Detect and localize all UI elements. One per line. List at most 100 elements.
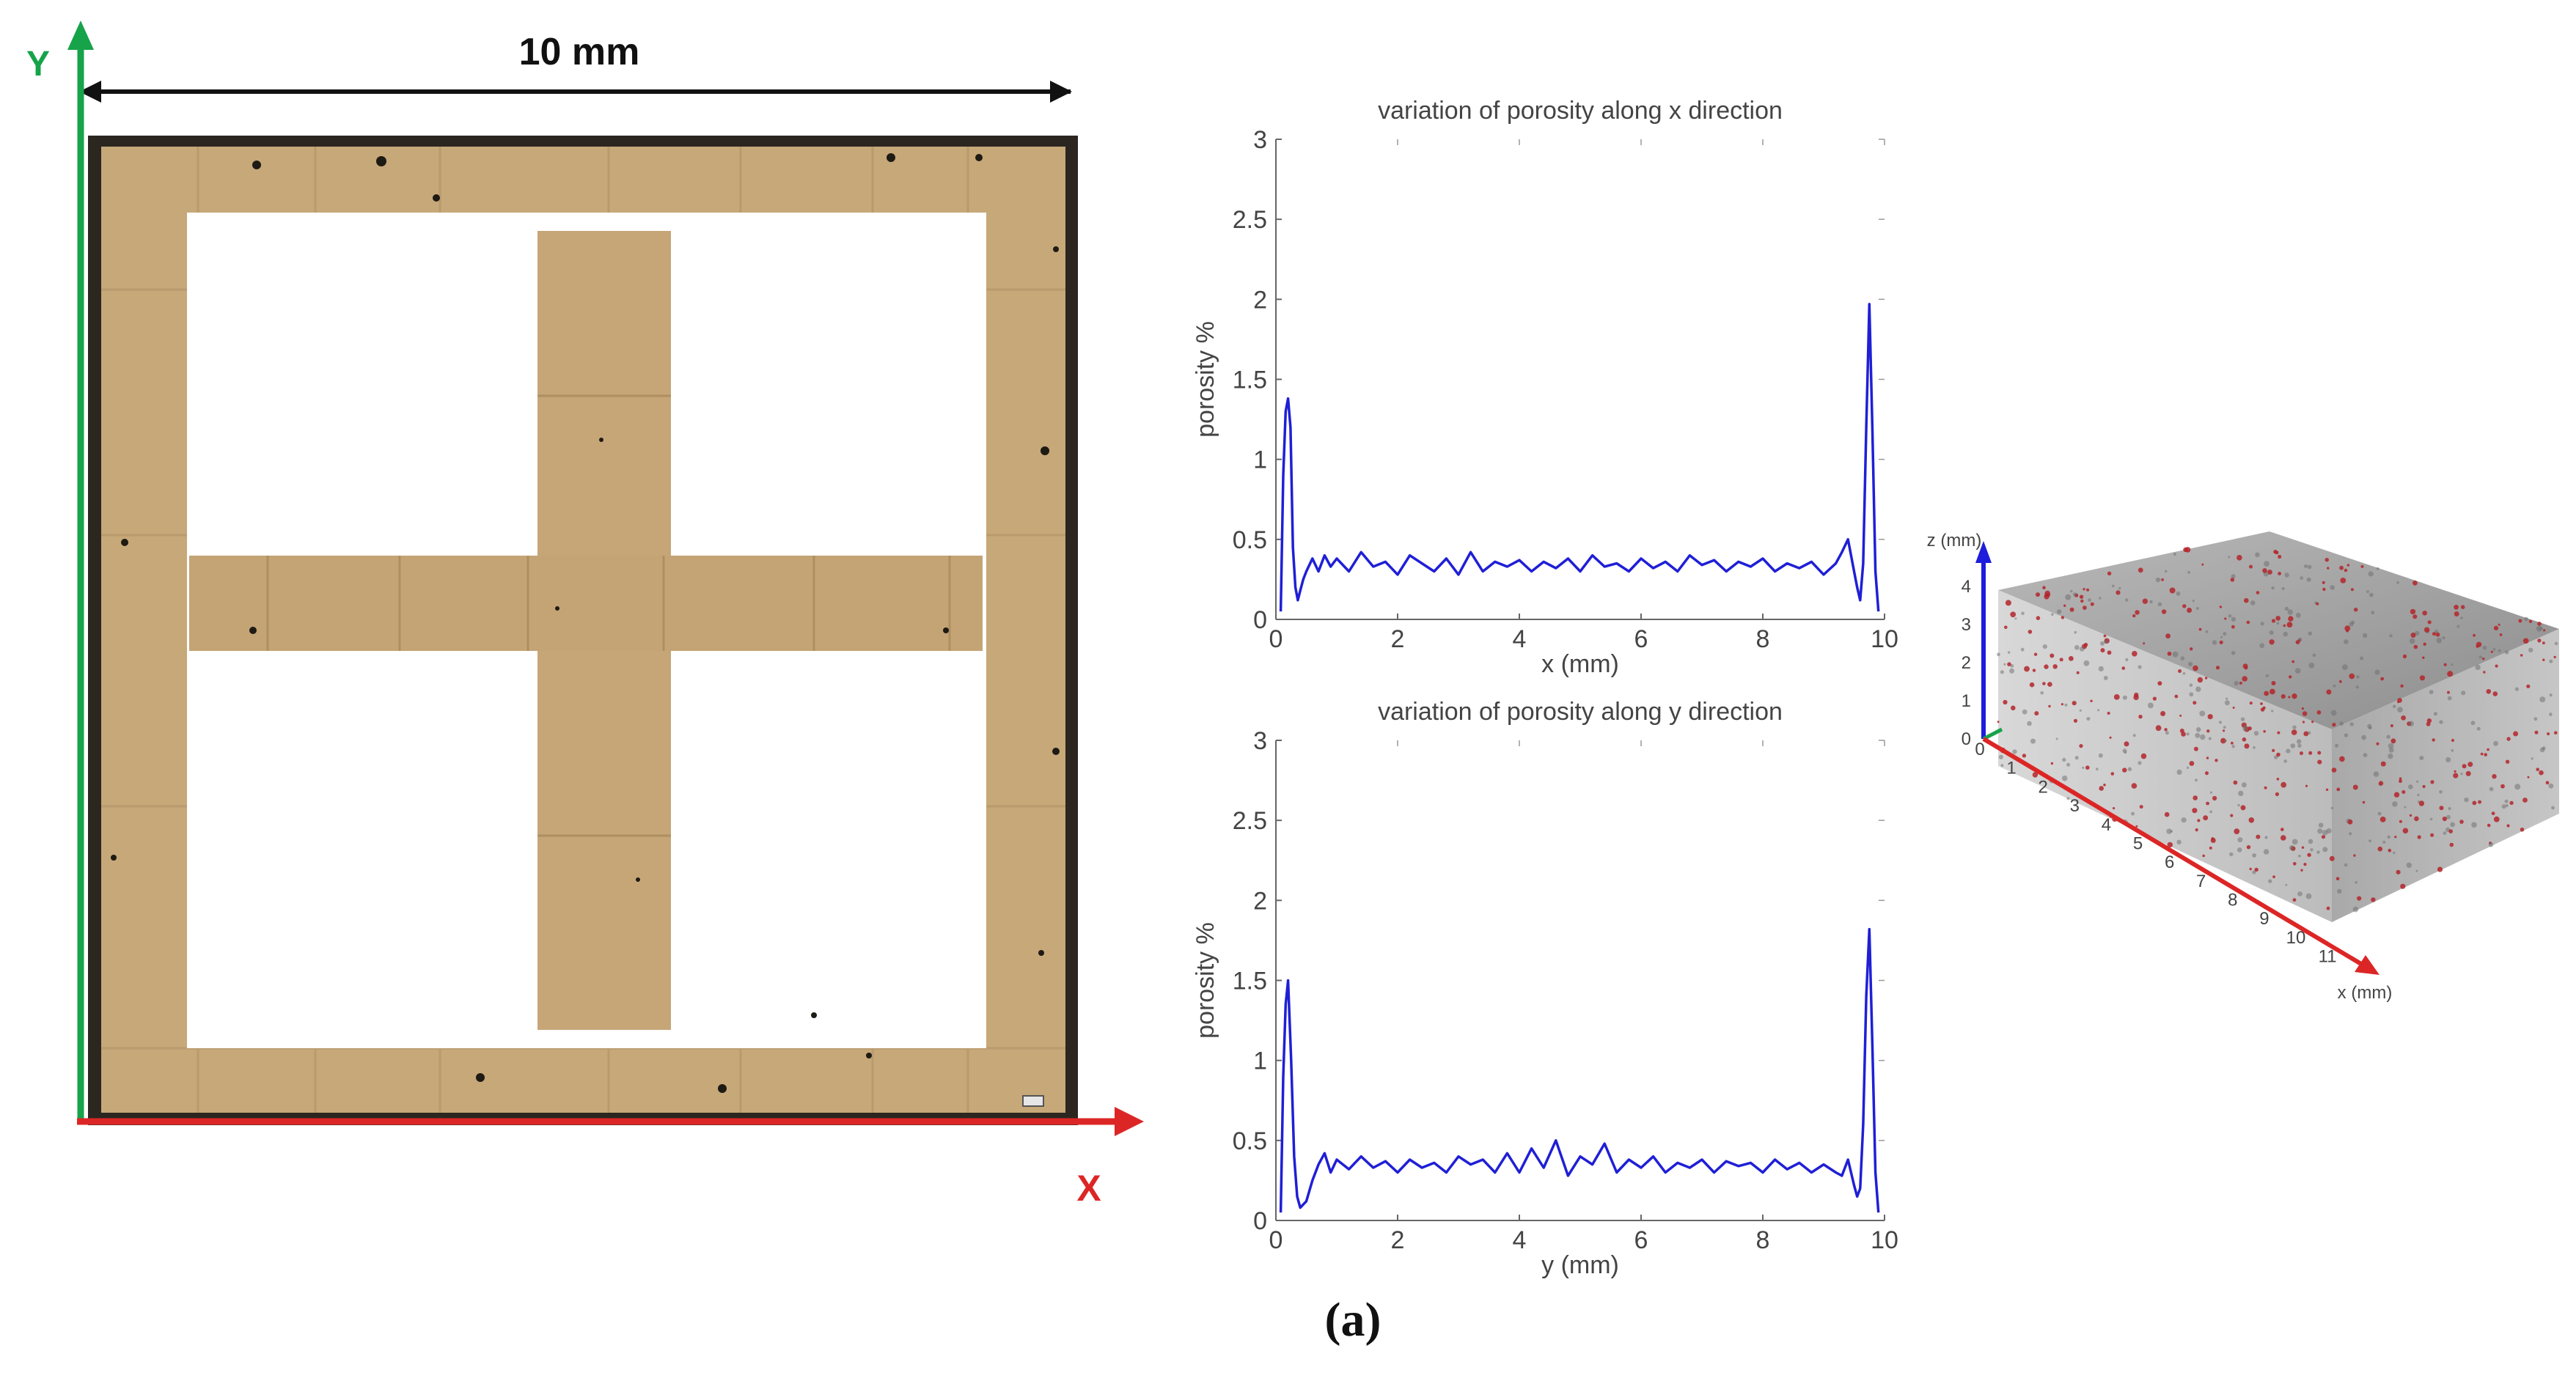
ct-pore-dot — [2240, 717, 2245, 721]
ct-pore-dot — [2506, 824, 2510, 828]
ct-pore-dot — [2349, 832, 2352, 836]
ct-pore-dot — [2048, 704, 2051, 708]
ct-pore-dot — [2242, 737, 2247, 742]
ct-x-tick-label: 10 — [2286, 928, 2306, 948]
ct-pore-dot — [2374, 669, 2380, 675]
ct-pore-dot — [2437, 866, 2443, 872]
ct-pore-dot — [2392, 801, 2398, 807]
ct-pore-dot — [2443, 663, 2447, 666]
ct-pore-dot — [2439, 806, 2444, 811]
ct-pore-dot — [2378, 781, 2384, 786]
ct-pore-dot — [2252, 870, 2256, 874]
dimension-arrowhead-right — [1050, 81, 1072, 103]
ct-pore-dot — [2297, 743, 2302, 748]
ct-pore-dot — [2316, 850, 2320, 854]
ct-pore-dot — [2244, 597, 2249, 603]
ct-pore-dot — [2076, 671, 2080, 674]
ct-pore-dot — [2416, 780, 2419, 783]
ct-pore-dot — [2551, 806, 2555, 810]
x-axis-label: X — [1076, 1168, 1101, 1209]
ct-pore-dot — [2333, 684, 2336, 688]
ct-pore-dot — [2132, 734, 2136, 737]
ct-pore-dot — [2478, 800, 2482, 804]
ct-pore-dot — [2250, 600, 2256, 605]
ct-z-tick-label: 1 — [1962, 691, 1971, 711]
ct-pore-dot — [2495, 664, 2498, 668]
ct-pore-dot — [2291, 729, 2297, 735]
ct-pore-dot — [2099, 786, 2104, 791]
ct-pore-dot — [2172, 651, 2179, 658]
ct-pore-dot — [2246, 845, 2251, 850]
ct-pore-dot — [2253, 746, 2256, 749]
ct-pore-dot — [2539, 770, 2544, 776]
ct-pore-dot — [2301, 846, 2305, 849]
ct-pore-dot — [2113, 694, 2120, 700]
ct-pore-dot — [2528, 619, 2533, 623]
ct-pore-dot — [2542, 658, 2545, 661]
ct-pore-dot — [2286, 748, 2291, 754]
ct-pore-dot — [2399, 777, 2402, 780]
ct-pore-dot — [2376, 742, 2379, 745]
ct-pore-dot — [2300, 869, 2303, 872]
ct-pore-dot — [2454, 605, 2459, 610]
ct-pore-dot — [2197, 819, 2201, 822]
ct-pore-dot — [2055, 737, 2058, 740]
ct-pore-dot — [2451, 749, 2454, 752]
ct-pore-dot — [2228, 614, 2232, 618]
ct-pore-dot — [2116, 590, 2121, 595]
ct-pore-dot — [2484, 753, 2487, 756]
ct-pore-dot — [2024, 666, 2030, 672]
ct-pore-dot — [2219, 721, 2222, 724]
ct-pore-dot — [2501, 804, 2506, 809]
ct-pore-dot — [2509, 800, 2514, 806]
ct-pore-dot — [2200, 734, 2206, 740]
ct-pore-dot — [2330, 806, 2334, 810]
ct-pore-dot — [2027, 721, 2032, 726]
ct-pore-dot — [2326, 828, 2332, 834]
ct-pore-dot — [2036, 592, 2040, 597]
ct-pore-dot — [2256, 834, 2261, 839]
ct-pore-dot — [2439, 790, 2443, 794]
ct-pore-dot — [2388, 753, 2393, 759]
ct-pore-dot — [2030, 738, 2036, 744]
ct-pore-dot — [2133, 694, 2139, 701]
ct-pore-dot — [2113, 807, 2116, 810]
ct-pore-dot — [2272, 875, 2276, 879]
ct-pore-dot — [2140, 753, 2147, 759]
ct-pore-dot — [2032, 669, 2036, 672]
ct-pore-dot — [2449, 842, 2454, 847]
ct-pore-dot — [2014, 617, 2017, 620]
ct-pore-dot — [2326, 906, 2330, 910]
ct-pore-dot — [2498, 649, 2501, 652]
y-tick-label: 0 — [1253, 606, 1267, 634]
ct-pore-dot — [2419, 675, 2426, 681]
ct-pore-dot — [2486, 689, 2492, 694]
x-tick-label: 0 — [1269, 1226, 1283, 1254]
ct-pore-dot — [2061, 776, 2068, 781]
ct-pore-dot — [2122, 695, 2127, 700]
ct-pore-dot — [2363, 753, 2368, 757]
ct-pore-dot — [2399, 779, 2402, 784]
ct-pore-dot — [2322, 587, 2326, 592]
ct-pore-dot — [2493, 816, 2500, 822]
ct-pore-dot — [2233, 780, 2238, 785]
ct-pore-dot — [2149, 600, 2153, 604]
chart-title: variation of porosity along y direction — [1378, 698, 1783, 726]
ct-pore-dot — [2344, 568, 2348, 572]
ct-pore-dot — [2492, 691, 2498, 696]
ct-z-tick-label: 0 — [1962, 729, 1971, 749]
ct-pore-dot — [2448, 829, 2453, 833]
ct-pore-dot — [2409, 638, 2415, 644]
ct-pore-dot — [2347, 819, 2353, 825]
ct-pore-dot — [2125, 598, 2129, 602]
ct-pore-dot — [2205, 630, 2209, 633]
ct-pore-dot — [2083, 642, 2088, 647]
ct-pore-dot — [2022, 754, 2027, 758]
ct-pore-dot — [2231, 625, 2235, 629]
ct-pore-dot — [2307, 564, 2312, 570]
ct-x-tick-label: 8 — [2228, 891, 2237, 910]
ct-pore-dot — [2207, 714, 2213, 720]
ct-pore-dot — [2522, 798, 2528, 803]
ct-pore-dot — [2195, 686, 2201, 692]
ct-pore-dot — [2000, 670, 2004, 674]
